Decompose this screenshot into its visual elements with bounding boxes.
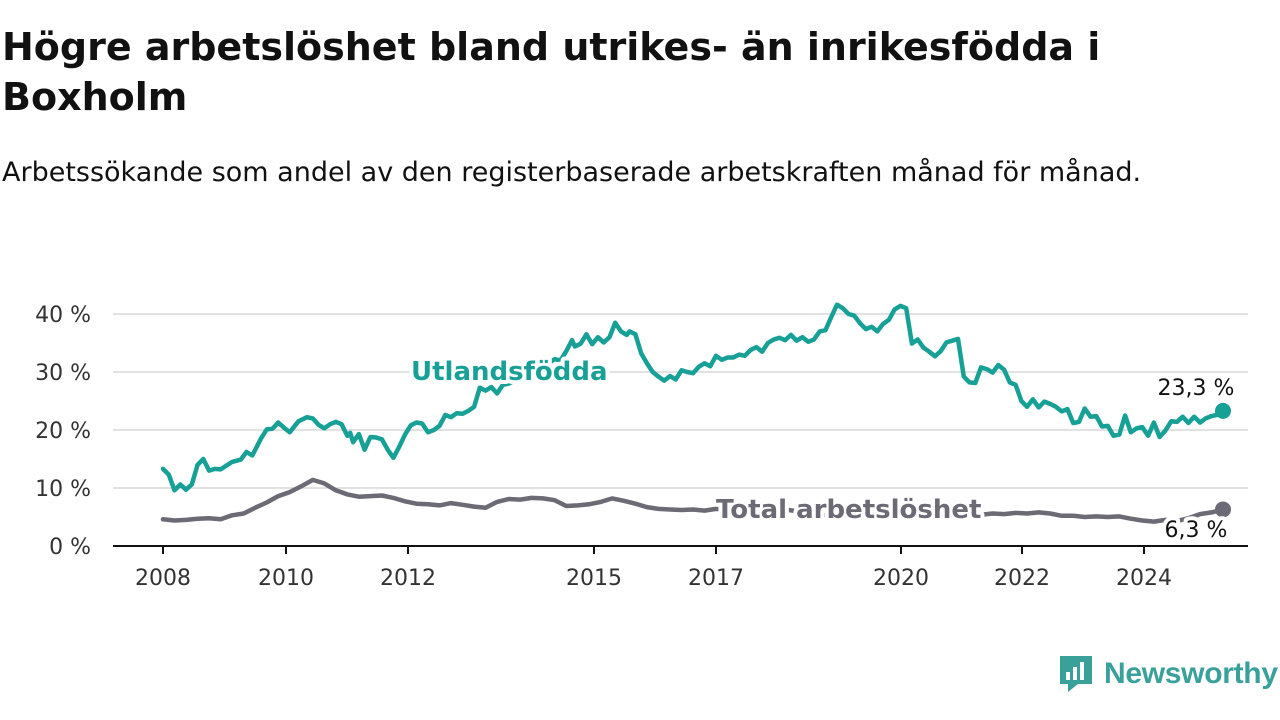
- axes: 0 % 10 % 20 % 30 % 40 % 2008 2010 2012 2015 2017 2…: [35, 303, 1248, 591]
- end-point-total: [1215, 501, 1231, 518]
- brand-name: Newsworthy: [1104, 657, 1278, 690]
- x-tick-label: 2024: [1116, 566, 1172, 591]
- series-label-utlandsfodda-halo: Utlandsfödda: [411, 357, 608, 387]
- y-tick-label: 10 %: [35, 477, 91, 502]
- y-tick-label: 20 %: [35, 419, 91, 444]
- x-tick-label: 2022: [994, 566, 1050, 591]
- chart-title: Högre arbetslöshet bland utrikes- än inr…: [2, 25, 1101, 119]
- y-tick-label: 30 %: [35, 361, 91, 386]
- end-label-total: 6,3 %: [1165, 518, 1228, 543]
- series-line-utlandsfodda: [160, 302, 1226, 493]
- newsworthy-logo-icon: [1060, 656, 1092, 692]
- brand-logo: Newsworthy: [1058, 652, 1278, 696]
- series-label-utlandsfodda: Utlandsfödda: [411, 357, 608, 387]
- y-tick-label: 0 %: [49, 535, 91, 560]
- end-label-utlandsfodda-halo: 23,3 %: [1158, 376, 1235, 401]
- gridlines: [113, 313, 1248, 489]
- series-lines: [160, 302, 1231, 524]
- x-tick-label: 2012: [380, 566, 436, 591]
- x-tick-label: 2015: [566, 566, 622, 591]
- series-label-total-halo: Total arbetslöshet: [716, 495, 981, 525]
- y-tick-label: 40 %: [35, 303, 91, 328]
- end-point-utlandsfodda: [1215, 402, 1231, 419]
- x-tick-label: 2017: [688, 566, 744, 591]
- x-tick-label: 2008: [135, 566, 191, 591]
- end-label-total-halo: 6,3 %: [1165, 518, 1228, 543]
- series-label-total: Total arbetslöshet: [716, 495, 981, 525]
- end-label-utlandsfodda: 23,3 %: [1158, 376, 1235, 401]
- x-tick-label: 2020: [873, 566, 929, 591]
- x-tick-label: 2010: [258, 566, 314, 591]
- series-line-total: [160, 477, 1226, 524]
- chart-subtitle: Arbetssökande som andel av den registerb…: [2, 157, 1142, 188]
